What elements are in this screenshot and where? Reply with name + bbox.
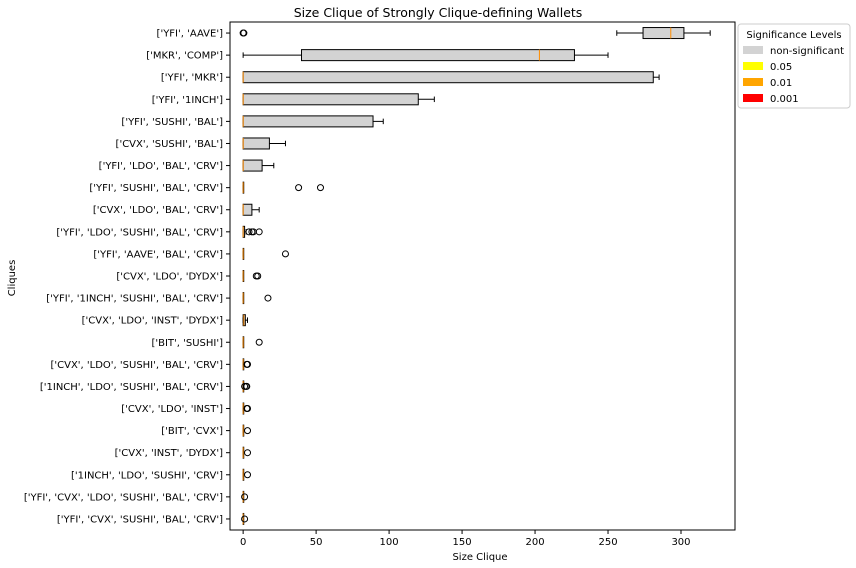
legend-entry-label: 0.01	[770, 78, 792, 89]
boxplot-11	[242, 270, 262, 282]
boxplot-5	[242, 402, 252, 415]
x-tick-label: 0	[240, 537, 246, 548]
plot-area	[229, 21, 736, 531]
box	[301, 49, 575, 62]
boxplot-6	[241, 380, 251, 393]
y-tick-label: ['CVX', 'LDO', 'BAL', 'CRV']	[93, 205, 223, 216]
boxplot-3	[242, 446, 252, 459]
y-tick-label: ['YFI', '1INCH']	[152, 95, 223, 106]
x-axis-label: Size Clique	[452, 552, 507, 563]
box	[242, 137, 270, 150]
outlier-point	[241, 493, 249, 501]
y-tick-label: ['YFI', 'SUSHI', 'BAL', 'CRV']	[89, 183, 223, 194]
boxplot-1	[241, 490, 249, 503]
y-axis-label: Cliques	[7, 260, 18, 297]
x-tick-label: 300	[671, 537, 690, 548]
box	[242, 159, 263, 172]
y-tick-label: ['YFI', 'AAVE', 'BAL', 'CRV']	[93, 249, 223, 260]
boxplot-19	[242, 93, 435, 106]
y-tick-label: ['YFI', 'CVX', 'LDO', 'SUSHI', 'BAL', 'C…	[24, 492, 223, 503]
y-tick-label: ['CVX', 'LDO', 'DYDX']	[116, 272, 223, 283]
boxplot-18	[242, 115, 384, 128]
outlier-point	[244, 427, 252, 435]
outlier-point	[254, 272, 262, 280]
y-tick-label: ['YFI', 'CVX', 'SUSHI', 'BAL', 'CRV']	[57, 514, 223, 525]
y-tick-label: ['CVX', 'INST', 'DYDX']	[115, 448, 223, 459]
box	[242, 115, 374, 128]
legend-frame	[737, 23, 851, 109]
box	[242, 203, 253, 216]
outlier-point	[316, 184, 324, 192]
boxplot-4	[242, 424, 252, 437]
boxplot-8	[242, 336, 263, 349]
x-tick-label: 250	[598, 537, 617, 548]
box	[642, 27, 685, 40]
boxplot-22	[239, 27, 711, 40]
outlier-point	[240, 29, 248, 37]
outlier-point	[241, 515, 249, 523]
outlier-point	[244, 449, 252, 457]
legend-entry-label: non-significant	[770, 46, 844, 57]
boxplot-9	[242, 314, 249, 327]
y-tick-label: ['1INCH', 'LDO', 'SUSHI', 'CRV']	[71, 470, 223, 481]
boxplot-15	[242, 181, 324, 194]
x-tick-label: 150	[453, 537, 472, 548]
boxplot-0	[241, 512, 249, 525]
boxplot-20	[242, 71, 660, 84]
outlier-point	[245, 228, 253, 236]
outlier-point	[281, 250, 289, 258]
outlier-point	[295, 184, 303, 192]
legend-swatch	[743, 62, 763, 70]
x-tick-label: 50	[310, 537, 323, 548]
boxplot-2	[242, 468, 252, 481]
y-tick-label: ['BIT', 'CVX']	[161, 426, 223, 437]
outlier-point	[264, 294, 272, 302]
y-tick-label: ['CVX', 'LDO', 'INST']	[121, 404, 223, 415]
legend-swatch	[743, 94, 763, 102]
y-tick-label: ['CVX', 'LDO', 'SUSHI', 'BAL', 'CRV']	[50, 360, 223, 371]
y-tick-label: ['1INCH', 'LDO', 'SUSHI', 'BAL', 'CRV']	[40, 382, 223, 393]
box	[242, 71, 654, 84]
y-tick-label: ['CVX', 'SUSHI', 'BAL']	[116, 139, 224, 150]
legend-entry-label: 0.05	[770, 62, 792, 73]
y-tick-label: ['CVX', 'LDO', 'INST', 'DYDX']	[82, 316, 223, 327]
outlier-point	[244, 360, 252, 368]
y-tick-label: ['YFI', '1INCH', 'SUSHI', 'BAL', 'CRV']	[46, 294, 223, 305]
y-tick-label: ['YFI', 'LDO', 'SUSHI', 'BAL', 'CRV']	[56, 227, 223, 238]
legend: Significance Levels non-significant 0.05 0.…	[737, 23, 851, 109]
y-tick-label: ['YFI', 'LDO', 'BAL', 'CRV']	[99, 161, 223, 172]
legend-swatch	[743, 78, 763, 86]
legend-swatch	[743, 46, 763, 54]
boxplot-12	[242, 247, 289, 260]
boxplot-14	[242, 203, 260, 216]
boxplot-21	[242, 49, 609, 62]
boxplot-16	[242, 159, 275, 172]
outlier-point	[255, 338, 263, 346]
outlier-point	[244, 405, 252, 413]
y-tick-label: ['BIT', 'SUSHI']	[151, 338, 223, 349]
y-tick-label: ['YFI', 'MKR']	[161, 73, 223, 84]
outlier-point	[244, 471, 252, 479]
y-tick-label: ['YFI', 'SUSHI', 'BAL']	[121, 117, 223, 128]
legend-entry-label: 0.001	[770, 94, 799, 105]
x-axis: 0 50 100 150 200 250 300	[240, 530, 691, 548]
box	[242, 93, 419, 106]
y-axis: ['YFI', 'CVX', 'SUSHI', 'BAL', 'CRV'] ['Y…	[24, 29, 230, 525]
chart-title: Size Clique of Strongly Clique-defining …	[294, 5, 583, 20]
x-tick-label: 200	[525, 537, 544, 548]
outlier-point	[243, 382, 251, 390]
outlier-point	[255, 228, 263, 236]
boxplot-13	[242, 225, 263, 238]
legend-title: Significance Levels	[746, 30, 841, 41]
boxplot-7	[242, 358, 252, 371]
x-tick-label: 100	[380, 537, 399, 548]
y-tick-label: ['YFI', 'AAVE']	[157, 29, 224, 40]
boxplot-17	[242, 137, 286, 150]
y-tick-label: ['MKR', 'COMP']	[146, 51, 223, 62]
boxplot-10	[242, 292, 272, 305]
